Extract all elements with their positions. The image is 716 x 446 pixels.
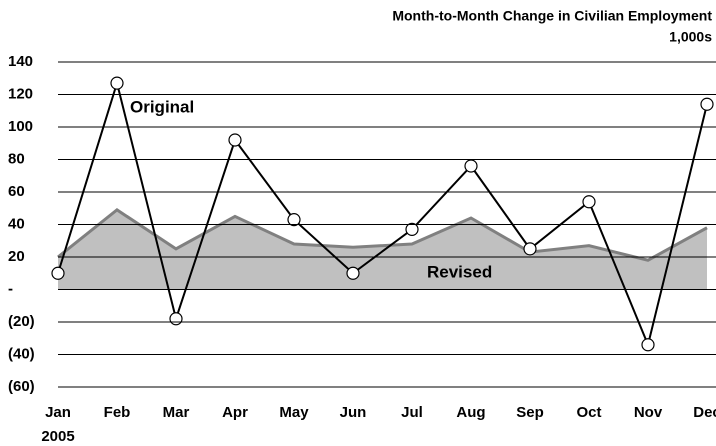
x-tick-label: Aug <box>456 404 485 421</box>
chart-title: Month-to-Month Change in Civilian Employ… <box>392 8 712 24</box>
chart-subtitle: 1,000s <box>669 29 712 45</box>
point <box>287 213 301 227</box>
point <box>346 266 360 280</box>
point <box>110 76 124 90</box>
y-tick-label: 120 <box>8 85 33 102</box>
y-tick-label: 100 <box>8 118 33 135</box>
y-tick-label: (60) <box>8 378 35 395</box>
year-label: 2005 <box>41 428 74 445</box>
x-tick-label: May <box>279 404 309 421</box>
point <box>405 222 419 236</box>
y-tick-label: (40) <box>8 345 35 362</box>
x-tick-label: Apr <box>222 404 248 421</box>
series-label: Revised <box>427 262 492 281</box>
point <box>464 159 478 173</box>
area-line <box>57 208 708 262</box>
series-label: Original <box>130 97 194 116</box>
point <box>51 266 65 280</box>
point <box>523 242 537 256</box>
point <box>582 195 596 209</box>
y-tick-label: 20 <box>8 248 25 265</box>
y-tick-label: 60 <box>8 183 25 200</box>
y-tick-label: - <box>8 280 13 297</box>
point <box>700 97 714 111</box>
grid <box>58 61 716 388</box>
y-tick-label: 80 <box>8 150 25 167</box>
plot <box>51 76 714 352</box>
area <box>58 209 707 290</box>
x-tick-label: Mar <box>163 404 190 421</box>
point <box>169 312 183 326</box>
point <box>641 338 655 352</box>
x-tick-label: Jun <box>340 404 367 421</box>
y-tick-label: 140 <box>8 53 33 70</box>
x-tick-label: Nov <box>634 404 663 421</box>
x-tick-label: Jul <box>401 404 423 421</box>
y-tick-label: (20) <box>8 313 35 330</box>
x-tick-label: Feb <box>104 404 131 421</box>
x-tick-label: Sep <box>516 404 544 421</box>
y-tick-label: 40 <box>8 215 25 232</box>
x-tick-label: Oct <box>576 404 601 421</box>
line <box>57 79 708 348</box>
point <box>228 133 242 147</box>
x-tick-label: Jan <box>45 404 71 421</box>
x-tick-label: Dec <box>693 404 716 421</box>
